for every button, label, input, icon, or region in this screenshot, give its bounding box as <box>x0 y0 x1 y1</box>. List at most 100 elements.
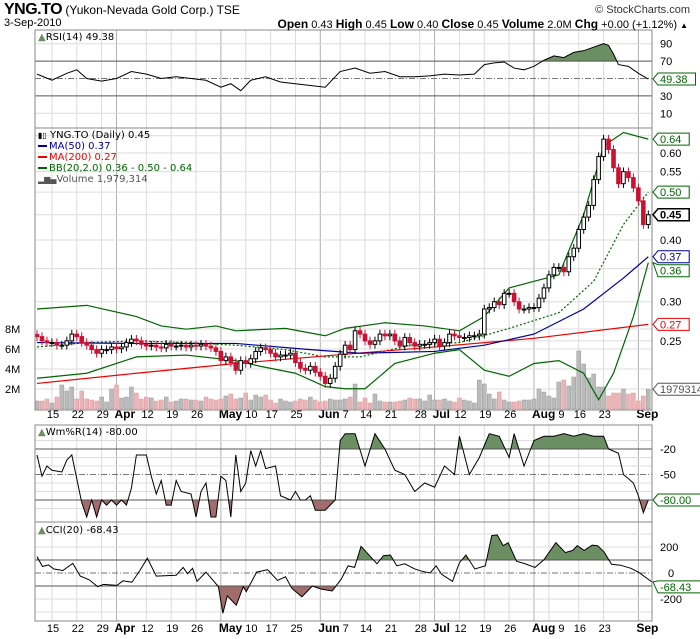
date-axis-label: 12 <box>454 409 466 421</box>
volume-bar <box>298 398 303 410</box>
date-axis-label: 21 <box>385 623 397 635</box>
ma50-line <box>36 256 649 354</box>
candle-body <box>362 333 368 342</box>
rsi-legend: ▲RSI(14) 49.38 <box>38 32 114 43</box>
volume-bar <box>74 398 80 410</box>
date-axis-label: Apr <box>115 621 136 635</box>
candle-body <box>606 138 611 150</box>
volume-bar <box>347 396 353 410</box>
date-axis-label: 26 <box>191 409 203 421</box>
close-value: 0.45 <box>477 19 499 31</box>
volume-bar <box>501 399 507 410</box>
copyright[interactable]: © StockCharts.com <box>595 4 690 16</box>
volume-bar <box>422 400 427 410</box>
candle-body <box>327 377 333 384</box>
volume-bar <box>273 402 278 410</box>
candle-body <box>427 342 432 345</box>
volume-bar <box>402 399 408 410</box>
candle-body <box>392 333 398 342</box>
volume-bar <box>248 399 253 410</box>
wmr-line <box>36 432 649 519</box>
candle-body <box>616 167 621 185</box>
area-chart-icon: ▲ <box>38 525 46 536</box>
candle-body <box>506 292 512 295</box>
candle-body <box>452 333 457 337</box>
ma200-legend-text: MA(200) 0.27 <box>49 152 117 163</box>
candle-body <box>188 344 194 348</box>
volume-bar <box>392 401 398 410</box>
ma200-line <box>36 323 649 385</box>
candle-body <box>163 343 169 349</box>
date-axis-label: 21 <box>385 409 397 421</box>
candle-body <box>551 266 557 276</box>
bb-legend-text: BB(20,2.0) 0.36 - 0.50 - 0.64 <box>49 163 193 174</box>
quote-date: 3-Sep-2010 <box>4 17 62 29</box>
volume-bar <box>268 399 273 410</box>
volume-bar <box>139 398 144 410</box>
quote-summary: Open 0.43 High 0.45 Low 0.40 Close 0.45 … <box>278 17 688 31</box>
volume-bar <box>641 395 646 410</box>
volume-bar <box>124 396 129 410</box>
candle-body <box>501 292 507 306</box>
volume-bar <box>417 398 422 410</box>
volume-bar <box>541 391 547 410</box>
change-label: Chg <box>574 17 599 31</box>
price-axis-label: 0.25 <box>660 336 681 348</box>
date-axis-label: 7 <box>343 409 349 421</box>
company-name: (Yukon-Nevada Gold Corp.) <box>65 3 214 17</box>
date-axis-label: May <box>219 621 243 635</box>
candle-body <box>377 333 383 342</box>
exchange: TSE <box>216 3 240 17</box>
volume-bar <box>238 397 244 410</box>
volume-bar <box>566 385 572 410</box>
value-tag-box <box>652 132 690 146</box>
volume-bar <box>432 399 437 410</box>
date-axis-label: 12 <box>454 623 466 635</box>
low-value: 0.40 <box>417 19 439 31</box>
candle-body <box>536 297 542 309</box>
volume-bar <box>54 396 60 410</box>
volume-bar <box>372 393 378 410</box>
volume-bar <box>183 398 189 410</box>
candle-body <box>139 340 144 345</box>
volume-bar <box>144 396 149 410</box>
candle-body <box>213 347 219 352</box>
volume-bar <box>193 399 199 410</box>
volume-bar <box>357 401 363 410</box>
candle-body <box>347 344 353 351</box>
date-axis-label: 15 <box>47 409 59 421</box>
volume-bar <box>352 383 358 410</box>
candle-body <box>546 274 552 289</box>
wmr-axis-label: -20 <box>660 444 676 456</box>
candle-body <box>119 346 124 350</box>
candle-body <box>561 266 567 273</box>
candle-body <box>496 301 502 306</box>
volume-bar <box>218 398 224 410</box>
date-axis-label: 26 <box>504 409 516 421</box>
volume-bar <box>173 400 179 410</box>
bb-swatch-icon <box>38 167 47 169</box>
candle-body <box>387 333 393 337</box>
volume-bar <box>477 379 482 410</box>
date-axis-label: 19 <box>479 409 491 421</box>
candle-body <box>367 340 373 345</box>
candle-body <box>193 344 199 347</box>
candle-body <box>477 333 482 337</box>
volume-bar <box>283 400 288 410</box>
candle-body <box>372 340 378 345</box>
candle-body <box>541 287 547 299</box>
date-axis-label: 23 <box>599 623 611 635</box>
close-label: Close <box>441 17 475 31</box>
candle-body <box>223 356 229 362</box>
value-tag-box <box>652 382 700 396</box>
candle-body <box>402 336 408 347</box>
wmr-axis-label: -50 <box>660 470 676 482</box>
volume-bar <box>531 398 537 410</box>
date-axis-label: 17 <box>266 409 278 421</box>
volume-bar <box>208 398 214 410</box>
cci-overbought-fill <box>37 534 652 560</box>
candle-body <box>144 343 149 347</box>
volume-bar <box>616 392 621 410</box>
volume-bar <box>308 396 313 410</box>
volume-bar <box>134 392 139 410</box>
